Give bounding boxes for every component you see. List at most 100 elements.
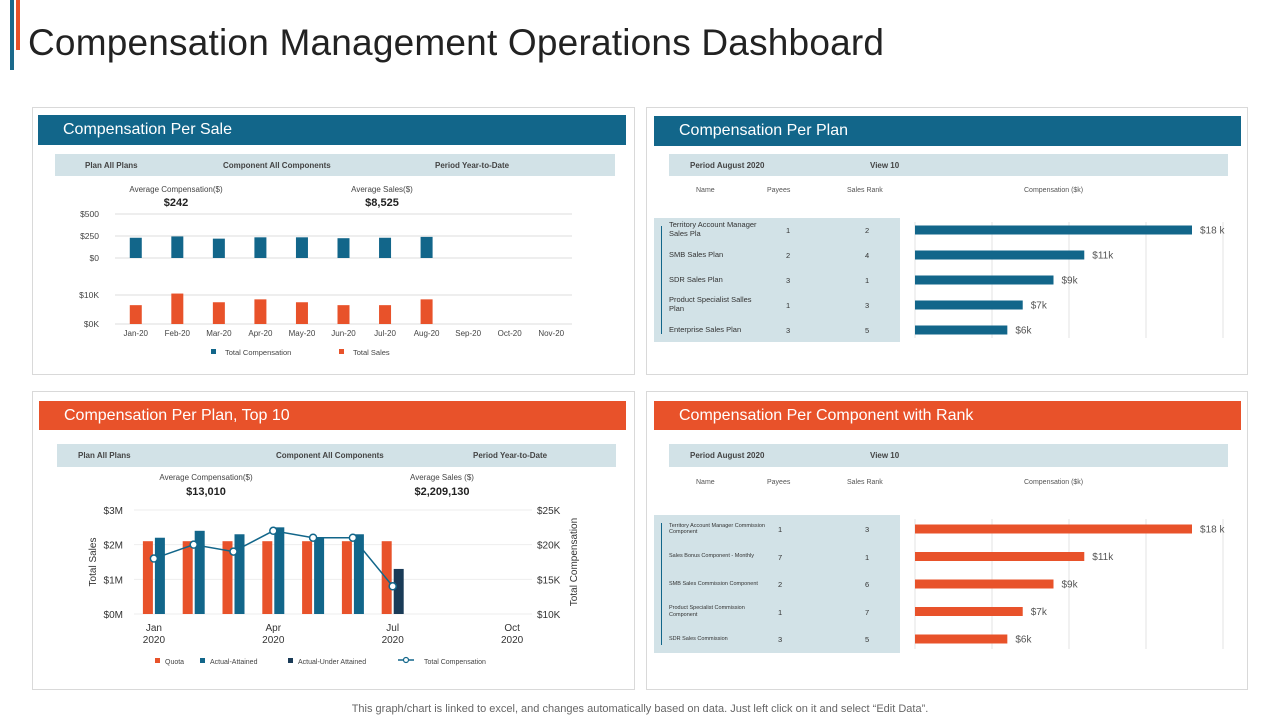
stat-avg-compensation-value: $13,010	[186, 486, 226, 498]
filter-period[interactable]: Period Year-to-Date	[473, 451, 548, 460]
filter-component[interactable]: Component All Components	[276, 451, 384, 460]
table-row[interactable]: SMB Sales Commission Component 2 6	[654, 574, 900, 594]
stat-avg-compensation-value: $242	[163, 197, 189, 209]
x-tick-label: Mar-20	[206, 329, 232, 338]
x-tick-label: Feb-20	[165, 329, 191, 338]
x-tick-label: 2020	[382, 635, 405, 646]
bar-quota	[262, 541, 273, 614]
row-sales-rank: 6	[865, 580, 870, 589]
filter-view[interactable]: View 10	[870, 161, 900, 170]
y-left-tick-label: $3M	[104, 506, 123, 517]
point-total-compensation	[149, 554, 159, 563]
row-name: Product Specialist Salles Plan	[669, 295, 752, 313]
table-row[interactable]: Product Specialist Salles Plan 1 3	[654, 295, 900, 315]
point-total-compensation	[189, 540, 198, 549]
filter-component[interactable]: Component All Components	[223, 161, 331, 170]
plan-table-background	[654, 218, 900, 342]
x-tick-label: Jan-20	[124, 329, 149, 338]
stat-avg-sales-label: Average Sales($)	[351, 185, 413, 194]
legend-swatch	[339, 349, 344, 354]
bar-total-compensation	[171, 236, 184, 258]
x-tick-label: 2020	[143, 635, 166, 646]
filter-period[interactable]: Period Year-to-Date	[435, 161, 510, 170]
chart-compensation-per-plan: $18 k $11k $9k $7k $6k	[914, 222, 1225, 338]
point-total-compensation	[229, 547, 238, 556]
bar-total-sales	[212, 302, 225, 324]
bar-quota	[381, 541, 392, 614]
filter-plan[interactable]: Plan All Plans	[78, 451, 131, 460]
bar-value-label: $18 k	[1200, 226, 1225, 237]
x-tick-label: Jun-20	[331, 329, 356, 338]
legend-swatch-marker	[402, 656, 410, 664]
table-row[interactable]: Enterprise Sales Plan 3 5	[654, 320, 900, 340]
row-payees: 3	[786, 326, 791, 335]
legend-swatch	[200, 658, 205, 663]
row-sales-rank: 4	[865, 251, 870, 260]
row-name: Sales Bonus Component - Monthly	[669, 553, 754, 560]
stat-avg-sales-value: $2,209,130	[414, 486, 470, 498]
bar-actual-under-attained	[393, 568, 404, 614]
bar-compensation	[915, 325, 1008, 335]
table-row[interactable]: Territory Account Manager Commission Com…	[654, 519, 900, 539]
column-header-sales-rank: Sales Rank	[847, 187, 883, 194]
y-tick-label: $0	[90, 253, 100, 263]
bar-value-label: $7k	[1031, 301, 1048, 312]
y-tick-label: $500	[80, 209, 99, 219]
legend-label: Quota	[165, 659, 184, 666]
table-row[interactable]: Territory Account Manager Sales Pla 1 2	[654, 220, 900, 240]
bar-value-label: $6k	[1015, 326, 1032, 337]
stat-avg-compensation-label: Average Compensation($)	[159, 473, 253, 482]
x-tick-label: Oct	[504, 623, 520, 634]
row-name: Product Specialist Commission Component	[669, 605, 745, 618]
bar-compensation	[915, 607, 1023, 616]
row-payees: 3	[778, 635, 783, 644]
bar-value-label: $6k	[1015, 635, 1032, 646]
legend-label: Total Compensation	[225, 348, 291, 357]
bar-compensation	[915, 225, 1192, 235]
legend-swatch	[288, 658, 293, 663]
column-header-payees: Payees	[767, 479, 791, 486]
page-title: Compensation Management Operations Dashb…	[28, 22, 885, 63]
bar-total-sales	[337, 305, 350, 324]
bar-total-compensation	[420, 236, 433, 258]
bar-quota	[302, 541, 313, 614]
legend-label: Total Sales	[353, 348, 390, 357]
column-header-compensation: Compensation ($k)	[1024, 187, 1084, 194]
table-row[interactable]: SMB Sales Plan 2 4	[654, 245, 900, 265]
legend-label: Total Compensation	[424, 659, 486, 666]
component-table: Territory Account Manager Commission Com…	[654, 515, 900, 653]
bar-compensation	[915, 552, 1085, 561]
filter-view[interactable]: View 10	[870, 451, 900, 460]
legend-label: Actual-Under Attained	[298, 659, 366, 666]
row-indicator-line	[661, 523, 662, 645]
row-payees: 1	[778, 525, 783, 534]
y-left-tick-label: $0M	[104, 610, 123, 621]
bar-total-compensation	[295, 237, 308, 258]
bar-quota	[222, 541, 233, 614]
x-tick-label: Aug-20	[414, 329, 440, 338]
title-accent-teal	[10, 0, 14, 70]
row-payees: 1	[778, 607, 783, 617]
bar-total-compensation	[337, 238, 350, 258]
bar-actual-attained	[194, 530, 205, 614]
table-row[interactable]: SDR Sales Commission 3 5	[654, 629, 900, 649]
legend-label: Actual-Attained	[210, 659, 258, 666]
point-total-compensation	[308, 533, 318, 542]
table-row[interactable]: Product Specialist Commission Component 1…	[654, 602, 900, 622]
bar-actual-attained	[314, 537, 325, 614]
panel-header-compensation-per-plan: Compensation Per Plan	[654, 116, 1241, 146]
filter-period[interactable]: Period August 2020	[690, 451, 765, 460]
panel-header-compensation-per-plan-top10: Compensation Per Plan, Top 10	[39, 401, 626, 430]
y-right-tick-label: $25K	[537, 506, 561, 517]
bar-compensation	[915, 579, 1054, 589]
bar-compensation	[915, 634, 1008, 644]
x-tick-label: Sep-20	[455, 329, 481, 338]
filter-period[interactable]: Period August 2020	[690, 161, 765, 170]
table-row[interactable]: Sales Bonus Component - Monthly 7 1	[654, 547, 900, 567]
filter-plan[interactable]: Plan All Plans	[85, 161, 138, 170]
panel-header-compensation-per-sale: Compensation Per Sale	[38, 115, 626, 145]
x-tick-label: Apr-20	[248, 329, 273, 338]
x-tick-label: Jan	[146, 623, 162, 634]
table-row[interactable]: SDR Sales Plan 3 1	[654, 270, 900, 290]
x-tick-label: Nov-20	[538, 329, 564, 338]
